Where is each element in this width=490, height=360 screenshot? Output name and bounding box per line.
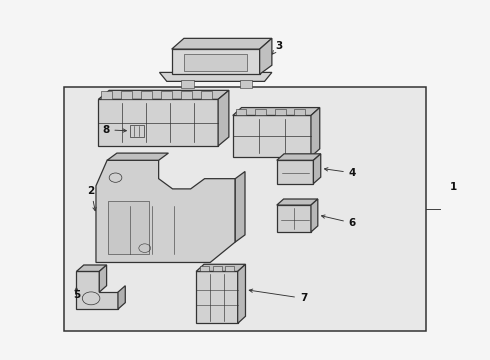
FancyBboxPatch shape bbox=[233, 116, 311, 157]
FancyBboxPatch shape bbox=[213, 266, 221, 271]
Text: 4: 4 bbox=[324, 168, 356, 178]
Polygon shape bbox=[277, 154, 321, 160]
Polygon shape bbox=[311, 199, 318, 232]
Polygon shape bbox=[314, 154, 321, 184]
Polygon shape bbox=[76, 265, 107, 271]
Polygon shape bbox=[196, 264, 245, 271]
Polygon shape bbox=[118, 286, 125, 309]
FancyBboxPatch shape bbox=[196, 271, 238, 323]
FancyBboxPatch shape bbox=[130, 125, 144, 137]
FancyBboxPatch shape bbox=[240, 80, 252, 88]
Polygon shape bbox=[311, 108, 320, 157]
Polygon shape bbox=[107, 153, 169, 160]
Polygon shape bbox=[99, 265, 107, 292]
FancyBboxPatch shape bbox=[181, 91, 192, 99]
Text: 6: 6 bbox=[321, 215, 356, 228]
Polygon shape bbox=[235, 171, 245, 242]
FancyBboxPatch shape bbox=[275, 109, 286, 116]
Text: 2: 2 bbox=[87, 186, 96, 211]
Text: 1: 1 bbox=[450, 182, 458, 192]
Polygon shape bbox=[96, 160, 235, 262]
Polygon shape bbox=[108, 201, 149, 253]
FancyBboxPatch shape bbox=[101, 91, 112, 99]
FancyBboxPatch shape bbox=[141, 91, 152, 99]
Polygon shape bbox=[260, 39, 272, 74]
FancyBboxPatch shape bbox=[161, 91, 172, 99]
FancyBboxPatch shape bbox=[277, 205, 311, 232]
Polygon shape bbox=[218, 90, 229, 146]
FancyBboxPatch shape bbox=[98, 99, 218, 146]
Polygon shape bbox=[159, 72, 272, 81]
FancyBboxPatch shape bbox=[184, 54, 247, 71]
Polygon shape bbox=[238, 264, 245, 323]
Text: 8: 8 bbox=[102, 125, 126, 135]
Polygon shape bbox=[98, 90, 229, 99]
FancyBboxPatch shape bbox=[64, 87, 426, 330]
Text: 5: 5 bbox=[73, 287, 80, 300]
FancyBboxPatch shape bbox=[225, 266, 234, 271]
Text: 3: 3 bbox=[272, 41, 283, 54]
FancyBboxPatch shape bbox=[255, 109, 266, 116]
FancyBboxPatch shape bbox=[236, 109, 246, 116]
Polygon shape bbox=[172, 39, 272, 49]
FancyBboxPatch shape bbox=[200, 266, 209, 271]
FancyBboxPatch shape bbox=[201, 91, 212, 99]
Text: 7: 7 bbox=[249, 289, 307, 303]
FancyBboxPatch shape bbox=[181, 80, 194, 88]
Polygon shape bbox=[233, 108, 320, 116]
Polygon shape bbox=[76, 271, 118, 309]
FancyBboxPatch shape bbox=[294, 109, 305, 116]
FancyBboxPatch shape bbox=[122, 91, 132, 99]
FancyBboxPatch shape bbox=[277, 160, 314, 184]
Polygon shape bbox=[277, 199, 318, 205]
Polygon shape bbox=[172, 49, 260, 74]
